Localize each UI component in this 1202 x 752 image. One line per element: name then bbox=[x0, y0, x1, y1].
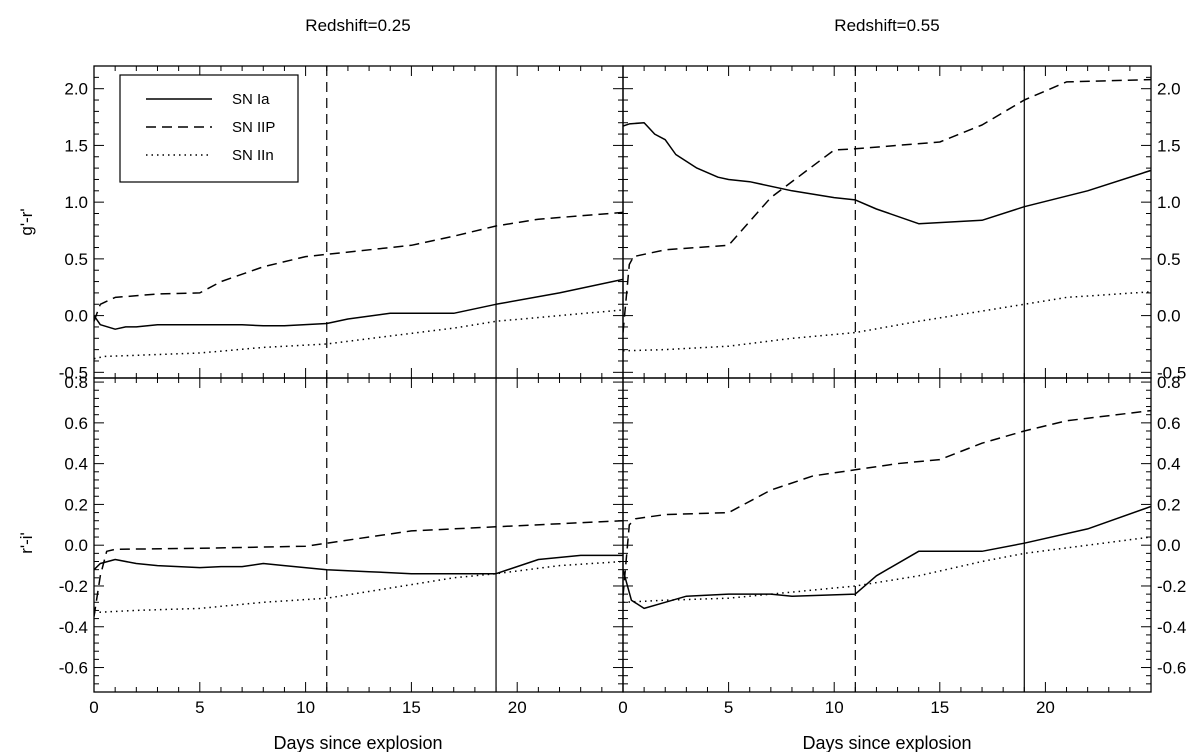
axes-frame bbox=[93, 377, 624, 693]
x-tick-label: 5 bbox=[195, 698, 204, 717]
y-tick-label: 0.0 bbox=[64, 307, 88, 326]
y-tick-label: 0.0 bbox=[1157, 536, 1181, 555]
x-tick-label: 20 bbox=[508, 698, 527, 717]
x-tick-label: 10 bbox=[825, 698, 844, 717]
series-line-sn-iip bbox=[94, 519, 623, 617]
y-tick-label: 0.2 bbox=[1157, 495, 1181, 514]
y-tick-label: -0.6 bbox=[59, 659, 88, 678]
series-line-sn-ia bbox=[94, 554, 623, 575]
x-tick-label: 5 bbox=[724, 698, 733, 717]
series-line-sn-iip bbox=[94, 211, 623, 322]
y-tick-label: -0.5 bbox=[59, 363, 88, 382]
legend-label-sn-ia: SN Ia bbox=[232, 91, 270, 108]
title-redshift-025: Redshift=0.25 bbox=[305, 16, 410, 35]
series-group bbox=[623, 78, 1151, 352]
y-tick-label: 0.8 bbox=[1157, 373, 1181, 392]
y-tick-label: 0.4 bbox=[1157, 455, 1181, 474]
panel-bottom-left: 0 5 10 15 20 -0.6 -0.4 -0.2 0.0 0.2 0.4 0.6 0.8 bbox=[59, 373, 624, 717]
y-tick-label: 0.5 bbox=[1157, 250, 1181, 269]
chart-panels: -0.5 0.0 0.5 1.0 1.5 2.0 -0.5 0.0 0.5 1.0 1.5 2.0 0 5… bbox=[59, 65, 1186, 717]
y-tick-label: 0.4 bbox=[64, 455, 88, 474]
y-tick-label: -0.4 bbox=[59, 618, 88, 637]
panel-top-right: -0.5 0.0 0.5 1.0 1.5 2.0 bbox=[622, 65, 1186, 382]
y-tick-label: 0.5 bbox=[64, 250, 88, 269]
xlabel-left: Days since explosion bbox=[273, 733, 442, 752]
ylabel-bottom: r'-i' bbox=[17, 532, 36, 554]
y-tick-label: 1.0 bbox=[64, 193, 88, 212]
x-tick-label: 20 bbox=[1036, 698, 1055, 717]
y-tick-label: -0.5 bbox=[1157, 363, 1186, 382]
series-line-sn-ia bbox=[623, 505, 1151, 610]
series-line-sn-iin bbox=[623, 536, 1151, 604]
legend-label-sn-iin: SN IIn bbox=[232, 147, 274, 164]
y-tick-label: 1.5 bbox=[1157, 136, 1181, 155]
x-tick-label: 15 bbox=[930, 698, 949, 717]
y-tick-label: -0.2 bbox=[59, 577, 88, 596]
title-redshift-055: Redshift=0.55 bbox=[834, 16, 939, 35]
y-tick-label: -0.6 bbox=[1157, 659, 1186, 678]
xlabel-right: Days since explosion bbox=[802, 733, 971, 752]
axes-frame bbox=[622, 377, 1152, 693]
series-group bbox=[94, 211, 623, 360]
y-tick-label: -0.2 bbox=[1157, 577, 1186, 596]
series-line-sn-ia bbox=[623, 121, 1151, 225]
y-tick-label: 1.0 bbox=[1157, 193, 1181, 212]
y-tick-label: 0.2 bbox=[64, 495, 88, 514]
series-line-sn-iin bbox=[623, 291, 1151, 352]
x-tick-label: 0 bbox=[618, 698, 627, 717]
y-tick-label: 0.0 bbox=[1157, 307, 1181, 326]
panel-bottom-right: 0 5 10 15 20 -0.6 -0.4 -0.2 0.0 0.2 0.4 0.6 0.8 bbox=[618, 373, 1186, 717]
x-tick-label: 10 bbox=[296, 698, 315, 717]
y-tick-label: 0.6 bbox=[64, 414, 88, 433]
y-tick-label: 0.8 bbox=[64, 373, 88, 392]
series-group bbox=[623, 409, 1151, 610]
legend-box bbox=[119, 74, 299, 183]
series-line-sn-iip bbox=[623, 78, 1151, 333]
series-group bbox=[94, 519, 623, 617]
ylabel-top: g'-r' bbox=[17, 208, 36, 235]
y-tick-label: 0.0 bbox=[64, 536, 88, 555]
x-tick-label: 15 bbox=[402, 698, 421, 717]
series-line-sn-ia bbox=[94, 278, 623, 330]
series-line-sn-iip bbox=[623, 409, 1151, 597]
series-line-sn-iin bbox=[94, 560, 623, 614]
y-tick-label: 0.6 bbox=[1157, 414, 1181, 433]
y-tick-label: 2.0 bbox=[64, 80, 88, 99]
y-tick-label: -0.4 bbox=[1157, 618, 1186, 637]
y-tick-label: 2.0 bbox=[1157, 80, 1181, 99]
x-tick-label: 0 bbox=[89, 698, 98, 717]
y-tick-label: 1.5 bbox=[64, 136, 88, 155]
legend: SN Ia SN IIP SN IIn bbox=[119, 74, 299, 183]
axes-frame bbox=[622, 65, 1152, 379]
legend-label-sn-iip: SN IIP bbox=[232, 119, 275, 136]
